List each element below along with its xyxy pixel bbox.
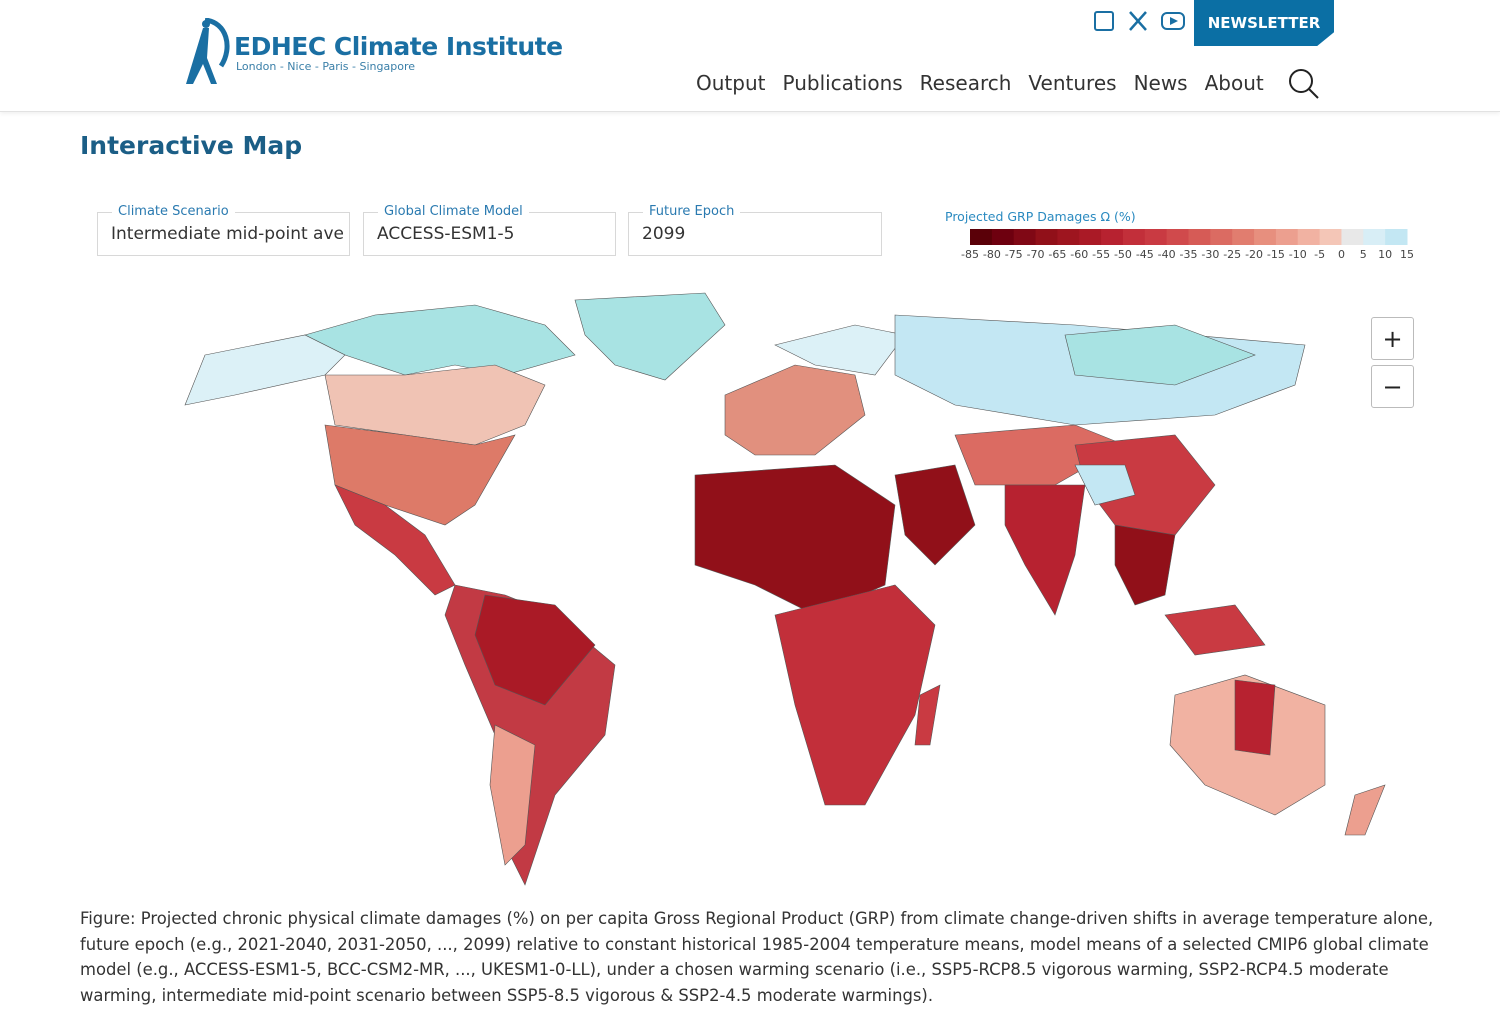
legend-swatch (1254, 229, 1277, 245)
legend-swatch (1210, 229, 1233, 245)
social-icons (1094, 11, 1185, 31)
legend-swatch (1385, 229, 1408, 245)
main-nav: Output Publications Research Ventures News Ab… (696, 71, 1264, 95)
figure-caption: Figure: Projected chronic physical clima… (80, 909, 1434, 1005)
legend-tick-label: -55 (1092, 248, 1110, 261)
legend-tick-label: -65 (1048, 248, 1066, 261)
select-value: 2099 (642, 224, 686, 244)
search-icon[interactable] (1288, 68, 1320, 100)
legend-swatch (1275, 229, 1299, 245)
legend-tick-label: -50 (1114, 248, 1132, 261)
legend-swatch (1013, 229, 1037, 245)
epoch-select[interactable]: Future Epoch 2099 (628, 204, 882, 256)
legend-tick-label: -45 (1136, 248, 1154, 261)
legend-swatch (1057, 229, 1080, 245)
newsletter-button[interactable]: NEWSLETTER (1194, 0, 1334, 46)
legend-swatch (1188, 229, 1211, 245)
nav-link[interactable]: Publications (782, 71, 903, 95)
legend-swatch (970, 229, 993, 245)
legend-tick-label: -20 (1245, 248, 1263, 261)
legend-tick-label: 0 (1338, 248, 1345, 261)
legend-tick-label: -30 (1201, 248, 1219, 261)
legend-tick-label: -5 (1314, 248, 1325, 261)
legend-tick-label: -70 (1027, 248, 1045, 261)
legend-tick-label: -85 (961, 248, 979, 261)
legend-tick-label: -40 (1158, 248, 1176, 261)
select-value: Intermediate mid-point average (111, 224, 343, 244)
zoom-in-button[interactable]: + (1371, 317, 1414, 360)
legend-swatch (1166, 229, 1189, 245)
legend-tick-label: -10 (1289, 248, 1307, 261)
legend-swatch (991, 229, 1015, 245)
nav-link[interactable]: Ventures (1028, 71, 1117, 95)
site-header: EDHEC Climate Institute London - Nice - … (0, 0, 1500, 112)
legend-tick-label: 5 (1360, 248, 1367, 261)
logo-subtitle: London - Nice - Paris - Singapore (236, 60, 415, 73)
logo-title[interactable]: EDHEC Climate Institute (234, 32, 563, 61)
legend-swatch (1144, 229, 1168, 245)
linkedin-icon[interactable] (1094, 11, 1114, 31)
legend-title: Projected GRP Damages Ω (%) (945, 209, 1136, 224)
select-label: Global Climate Model (378, 204, 529, 219)
legend-tick-label: -15 (1267, 248, 1285, 261)
youtube-icon[interactable] (1161, 12, 1185, 30)
logo-icon[interactable] (183, 18, 233, 88)
legend-tick-label: 15 (1400, 248, 1414, 261)
zoom-out-button[interactable]: − (1371, 365, 1414, 408)
select-label: Climate Scenario (112, 204, 235, 219)
legend-tick-label: -75 (1005, 248, 1023, 261)
model-select[interactable]: Global Climate Model ACCESS-ESM1-5 (363, 204, 616, 256)
legend-swatch (1297, 229, 1321, 245)
select-label: Future Epoch (643, 204, 741, 219)
page-title: Interactive Map (80, 131, 303, 160)
legend-swatch (1232, 229, 1255, 245)
legend-swatch (1341, 229, 1364, 245)
select-value: ACCESS-ESM1-5 (377, 224, 515, 244)
legend-tick-label: -60 (1070, 248, 1088, 261)
nav-link[interactable]: About (1204, 71, 1264, 95)
legend-swatch (1101, 229, 1124, 245)
nav-link[interactable]: Research (919, 71, 1012, 95)
legend-tick-label: -25 (1223, 248, 1241, 261)
legend-swatch (1035, 229, 1058, 245)
legend-tick-label: -80 (983, 248, 1001, 261)
legend-tick-label: -35 (1180, 248, 1198, 261)
nav-link[interactable]: Output (696, 71, 766, 95)
color-legend: -85 -80 -75 -70 -65 -60 -55 -50 -45 -40 -35 -30 -25-… (961, 229, 1414, 261)
nav-link[interactable]: News (1133, 71, 1188, 95)
legend-tick-label: 10 (1378, 248, 1392, 261)
legend-swatch (1363, 229, 1386, 245)
legend-swatch (1319, 229, 1342, 245)
legend-swatch (1122, 229, 1146, 245)
world-map[interactable] (75, 285, 1445, 890)
legend-swatch (1079, 229, 1102, 245)
scenario-select[interactable]: Climate Scenario Intermediate mid-point … (97, 204, 350, 256)
x-icon[interactable] (1129, 11, 1147, 31)
